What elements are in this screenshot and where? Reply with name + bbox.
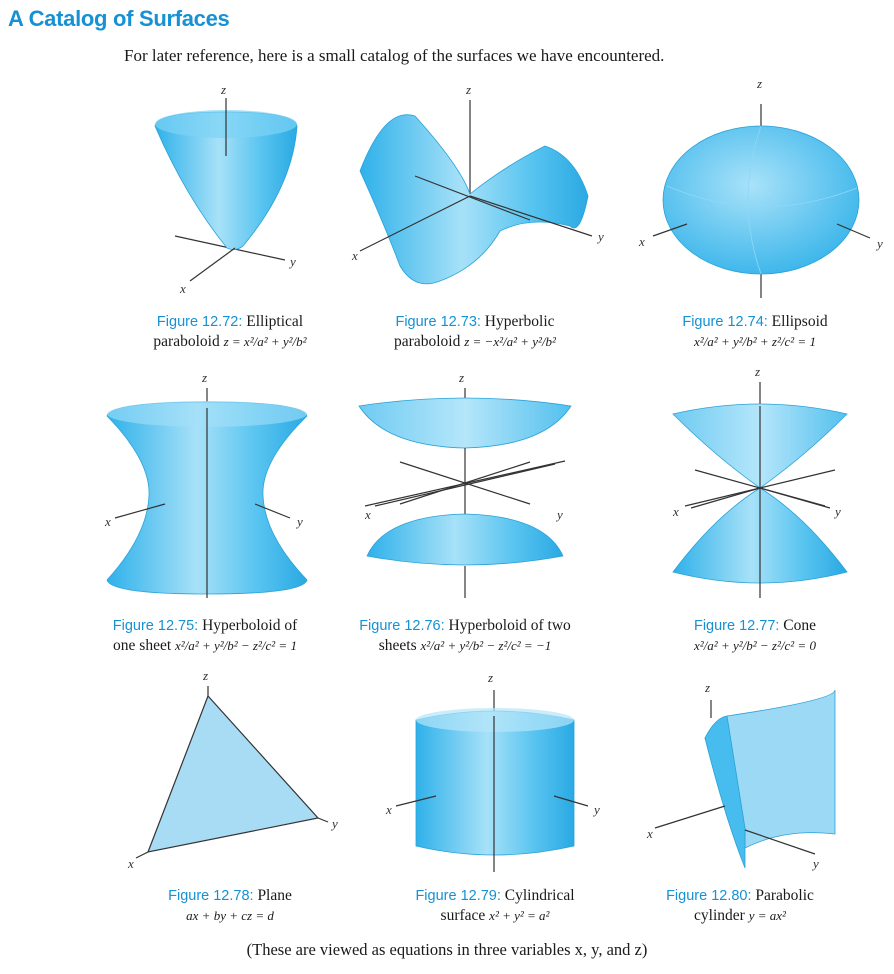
figure-ellipsoid: z x y: [615, 76, 894, 306]
caption-12-79: Figure 12.79: Cylindrical surface x² + y…: [415, 887, 575, 924]
figure-cylindrical-surface: z x y: [370, 668, 660, 878]
figure-hyperboloid-one-sheet: z x y: [85, 366, 375, 606]
z-axis-label: z: [202, 668, 208, 683]
figure-elliptical-paraboloid: z y x: [85, 76, 375, 306]
x-axis-label: x: [104, 514, 111, 529]
z-axis-label: z: [465, 82, 471, 97]
z-axis-label: z: [704, 680, 710, 695]
caption-12-74: Figure 12.74: Ellipsoid x²/a² + y²/b² + …: [682, 313, 828, 349]
z-axis-label: z: [756, 76, 762, 91]
caption-12-75: Figure 12.75: Hyperboloid of one sheet x…: [112, 617, 298, 654]
z-axis-label: z: [487, 670, 493, 685]
x-axis-label: x: [351, 248, 358, 263]
intro-text: For later reference, here is a small cat…: [124, 46, 665, 65]
z-axis-label: z: [220, 82, 226, 97]
figure-parabolic-cylinder: z x y: [635, 678, 894, 878]
caption-12-76: Figure 12.76: Hyperboloid of two sheets …: [359, 617, 571, 654]
figure-hyperboloid-two-sheets: z x y: [345, 366, 635, 606]
y-axis-label: y: [596, 229, 604, 244]
caption-12-78: Figure 12.78: Plane ax + by + cz = d: [168, 887, 292, 923]
caption-12-73: Figure 12.73: Hyperbolic paraboloid z = …: [394, 313, 556, 350]
section-title: A Catalog of Surfaces: [8, 6, 230, 31]
y-axis-label: y: [295, 514, 303, 529]
x-axis-label: x: [646, 826, 653, 841]
caption-12-80: Figure 12.80: Parabolic cylinder y = ax²: [666, 887, 814, 924]
y-axis-label: y: [555, 507, 563, 522]
z-axis-label: z: [754, 366, 760, 379]
footer-note: (These are viewed as equations in three …: [246, 940, 648, 959]
figure-plane: z y x: [110, 668, 400, 878]
y-axis-label: y: [875, 236, 883, 251]
caption-12-77: Figure 12.77: Cone x²/a² + y²/b² − z²/c²…: [693, 617, 817, 653]
z-axis-label: z: [201, 370, 207, 385]
y-axis-label: y: [330, 816, 338, 831]
figure-hyperbolic-paraboloid: z y x: [330, 76, 620, 306]
x-axis-label: x: [672, 504, 679, 519]
x-axis-label: x: [127, 856, 134, 871]
y-axis-label: y: [811, 856, 819, 871]
x-axis-label: x: [638, 234, 645, 249]
x-axis-label: x: [385, 802, 392, 817]
figure-cone: z x y: [655, 366, 894, 606]
y-axis-label: y: [833, 504, 841, 519]
z-axis-label: z: [458, 370, 464, 385]
y-axis-label: y: [288, 254, 296, 269]
x-axis-label: x: [364, 507, 371, 522]
y-axis-label: y: [592, 802, 600, 817]
x-axis-label: x: [179, 281, 186, 296]
caption-12-72: Figure 12.72: Elliptical paraboloid z = …: [153, 313, 307, 350]
